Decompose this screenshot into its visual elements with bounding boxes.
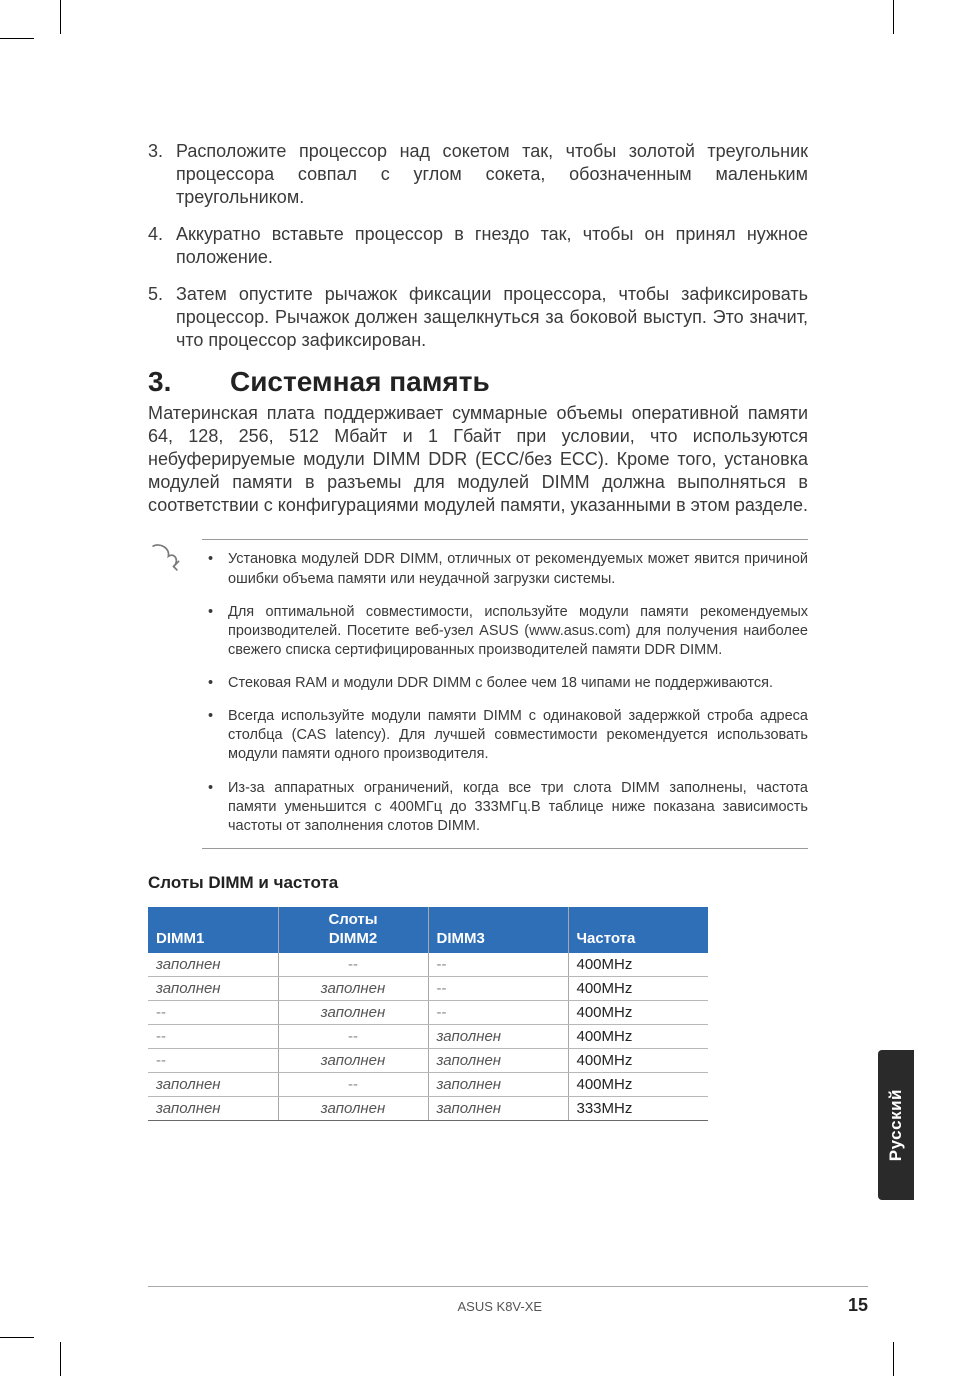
table-cell: заполнен <box>278 1096 428 1120</box>
note-item: •Всегда используйте модули памяти DIMM с… <box>202 707 808 764</box>
table-cell-freq: 400MHz <box>568 976 708 1000</box>
note-text: Всегда используйте модули памяти DIMM с … <box>228 707 808 764</box>
table-header: DIMM1 СлотыDIMM2 DIMM3 Частота <box>148 907 708 953</box>
table-cell: заполнен <box>428 1024 568 1048</box>
section-number: 3. <box>148 366 230 398</box>
step-number: 3. <box>148 140 176 209</box>
note-text: Установка модулей DDR DIMM, отличных от … <box>228 550 808 588</box>
table-cell-freq: 333MHz <box>568 1096 708 1120</box>
language-tab: Русский <box>878 1050 914 1200</box>
bullet: • <box>202 707 228 764</box>
table-cell: -- <box>428 976 568 1000</box>
section-title: Системная память <box>230 366 490 398</box>
bullet: • <box>202 674 228 693</box>
page: 3. Расположите процессор над сокетом так… <box>0 0 954 1376</box>
step-item: 4. Аккуратно вставьте процессор в гнездо… <box>148 223 808 269</box>
table-row: заполнензаполнензаполнен333MHz <box>148 1096 708 1120</box>
step-list: 3. Расположите процессор над сокетом так… <box>148 140 808 352</box>
table-cell: заполнен <box>148 1096 278 1120</box>
intro-paragraph: Материнская плата поддерживает суммарные… <box>148 402 808 517</box>
table-cell: заполнен <box>428 1096 568 1120</box>
table-cell: -- <box>148 1000 278 1024</box>
table-cell: заполнен <box>278 976 428 1000</box>
page-number: 15 <box>848 1295 868 1316</box>
note-item: •Из-за аппаратных ограничений, когда все… <box>202 779 808 836</box>
table-row: заполнен----400MHz <box>148 953 708 977</box>
table-cell: -- <box>148 1024 278 1048</box>
table-cell: -- <box>278 1072 428 1096</box>
table-cell: заполнен <box>428 1072 568 1096</box>
note-text: Для оптимальной совместимости, используй… <box>228 603 808 660</box>
table-cell: заполнен <box>148 953 278 977</box>
note-list-container: •Установка модулей DDR DIMM, отличных от… <box>202 539 808 849</box>
note-item: •Стековая RAM и модули DDR DIMM с более … <box>202 674 808 693</box>
table-cell: заполнен <box>278 1048 428 1072</box>
frequency-table: DIMM1 СлотыDIMM2 DIMM3 Частота заполнен-… <box>148 907 708 1121</box>
table-cell: -- <box>428 953 568 977</box>
table-cell-freq: 400MHz <box>568 953 708 977</box>
table-cell: заполнен <box>148 1072 278 1096</box>
step-text: Аккуратно вставьте процессор в гнездо та… <box>176 223 808 269</box>
table-row: заполнен--заполнен400MHz <box>148 1072 708 1096</box>
table-cell: -- <box>428 1000 568 1024</box>
content-area: 3. Расположите процессор над сокетом так… <box>148 140 808 1121</box>
bullet: • <box>202 779 228 836</box>
page-footer: ASUS K8V-XE 15 <box>148 1286 868 1316</box>
note-item: •Для оптимальной совместимости, использу… <box>202 603 808 660</box>
table-body: заполнен----400MHzзаполнензаполнен--400M… <box>148 953 708 1121</box>
table-cell: заполнен <box>278 1000 428 1024</box>
step-text: Расположите процессор над сокетом так, ч… <box>176 140 808 209</box>
bullet: • <box>202 550 228 588</box>
crop-mark <box>0 1337 34 1338</box>
crop-mark <box>60 0 61 34</box>
table-cell: заполнен <box>148 976 278 1000</box>
note-icon <box>148 539 202 580</box>
table-row: --заполнензаполнен400MHz <box>148 1048 708 1072</box>
crop-mark <box>893 0 894 34</box>
table-cell: -- <box>278 1024 428 1048</box>
table-cell-freq: 400MHz <box>568 1072 708 1096</box>
step-item: 3. Расположите процессор над сокетом так… <box>148 140 808 209</box>
crop-mark <box>0 38 34 39</box>
subheading: Слоты DIMM и частота <box>148 873 808 893</box>
table-row: --заполнен--400MHz <box>148 1000 708 1024</box>
table-cell: заполнен <box>428 1048 568 1072</box>
step-item: 5. Затем опустите рычажок фиксации проце… <box>148 283 808 352</box>
col-header-dimm1: DIMM1 <box>148 907 278 953</box>
col-header-dimm2: СлотыDIMM2 <box>278 907 428 953</box>
note-item: •Установка модулей DDR DIMM, отличных от… <box>202 550 808 588</box>
step-number: 5. <box>148 283 176 352</box>
section-heading: 3. Системная память <box>148 366 808 398</box>
crop-mark <box>60 1342 61 1376</box>
table-cell-freq: 400MHz <box>568 1000 708 1024</box>
bullet: • <box>202 603 228 660</box>
language-label: Русский <box>886 1089 906 1161</box>
note-list: •Установка модулей DDR DIMM, отличных от… <box>202 550 808 836</box>
table-cell: -- <box>148 1048 278 1072</box>
note-text: Стековая RAM и модули DDR DIMM с более ч… <box>228 674 808 693</box>
note-text: Из-за аппаратных ограничений, когда все … <box>228 779 808 836</box>
step-text: Затем опустите рычажок фиксации процессо… <box>176 283 808 352</box>
footer-spacer <box>148 1299 152 1314</box>
table-cell: -- <box>278 953 428 977</box>
crop-mark <box>893 1342 894 1376</box>
table-row: заполнензаполнен--400MHz <box>148 976 708 1000</box>
step-number: 4. <box>148 223 176 269</box>
table-row: ----заполнен400MHz <box>148 1024 708 1048</box>
table-cell-freq: 400MHz <box>568 1024 708 1048</box>
col-header-dimm3: DIMM3 <box>428 907 568 953</box>
table-cell-freq: 400MHz <box>568 1048 708 1072</box>
col-header-freq: Частота <box>568 907 708 953</box>
note-box: •Установка модулей DDR DIMM, отличных от… <box>148 539 808 849</box>
footer-title: ASUS K8V-XE <box>458 1299 543 1314</box>
